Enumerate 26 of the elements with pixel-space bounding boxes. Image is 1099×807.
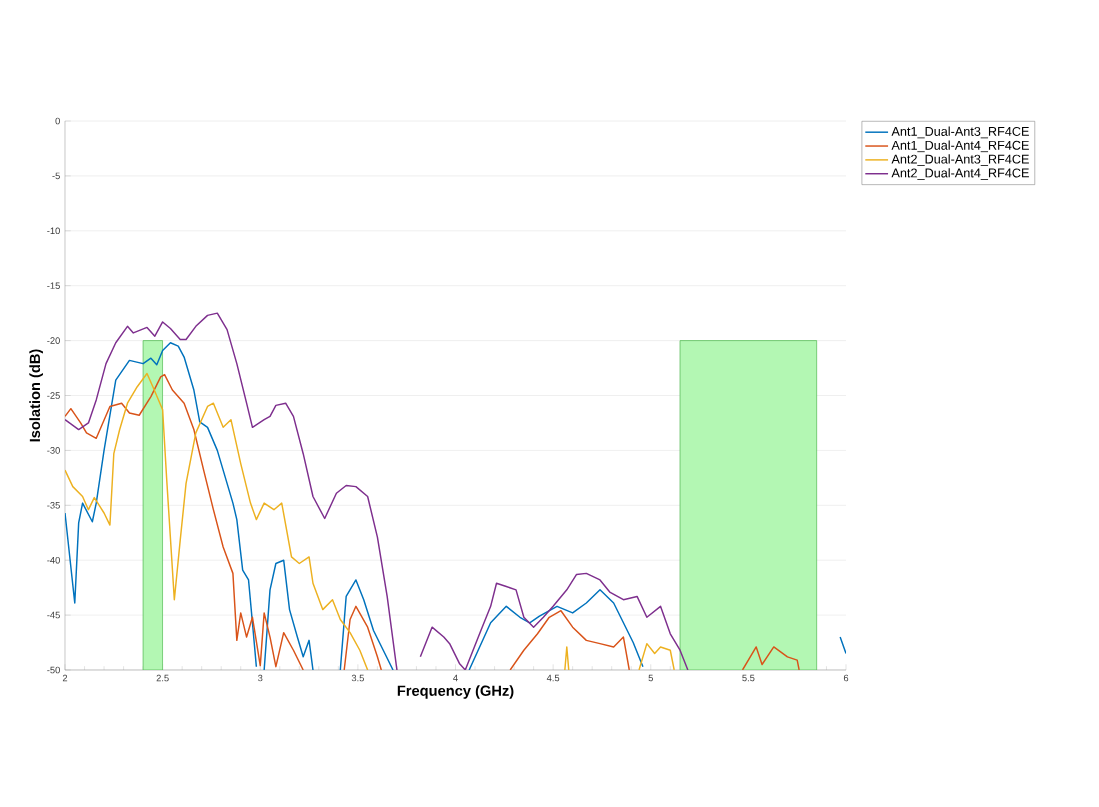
y-tick-label: -30	[47, 447, 60, 454]
legend-label: Ant1_Dual-Ant4_RF4CE	[891, 140, 1029, 153]
y-tick-label: -50	[47, 666, 60, 674]
y-tick-label: -5	[52, 172, 60, 180]
y-tick-label: -40	[47, 556, 60, 564]
y-tick-label: -35	[47, 502, 60, 509]
x-axis-title: Frequency (GHz)	[397, 685, 514, 699]
x-tick-label: 5	[648, 674, 653, 682]
x-tick-label: 6	[843, 674, 849, 682]
y-tick-label: -10	[47, 227, 60, 235]
x-tick-label: 2	[62, 674, 68, 682]
x-tick-label: 2.5	[156, 674, 169, 682]
legend-label: Ant2_Dual-Ant3_RF4CE	[891, 154, 1029, 166]
y-tick-label: -20	[47, 337, 60, 344]
x-tick-label: 4	[453, 674, 458, 682]
y-tick-label: -45	[47, 611, 60, 619]
legend-label: Ant1_Dual-Ant3_RF4CE	[891, 126, 1029, 139]
x-tick-label: 4.5	[546, 674, 560, 682]
y-tick-label: -25	[47, 392, 60, 399]
legend-label: Ant2_Dual-Ant4_RF4CE	[891, 168, 1029, 180]
y-tick-label: 0	[55, 117, 60, 125]
y-tick-label: -15	[47, 282, 60, 289]
x-tick-label: 5.5	[742, 674, 755, 682]
x-tick-label: 3.5	[351, 674, 364, 682]
x-tick-label: 3	[258, 674, 263, 682]
y-axis-title: Isolation (dB)	[29, 349, 43, 442]
